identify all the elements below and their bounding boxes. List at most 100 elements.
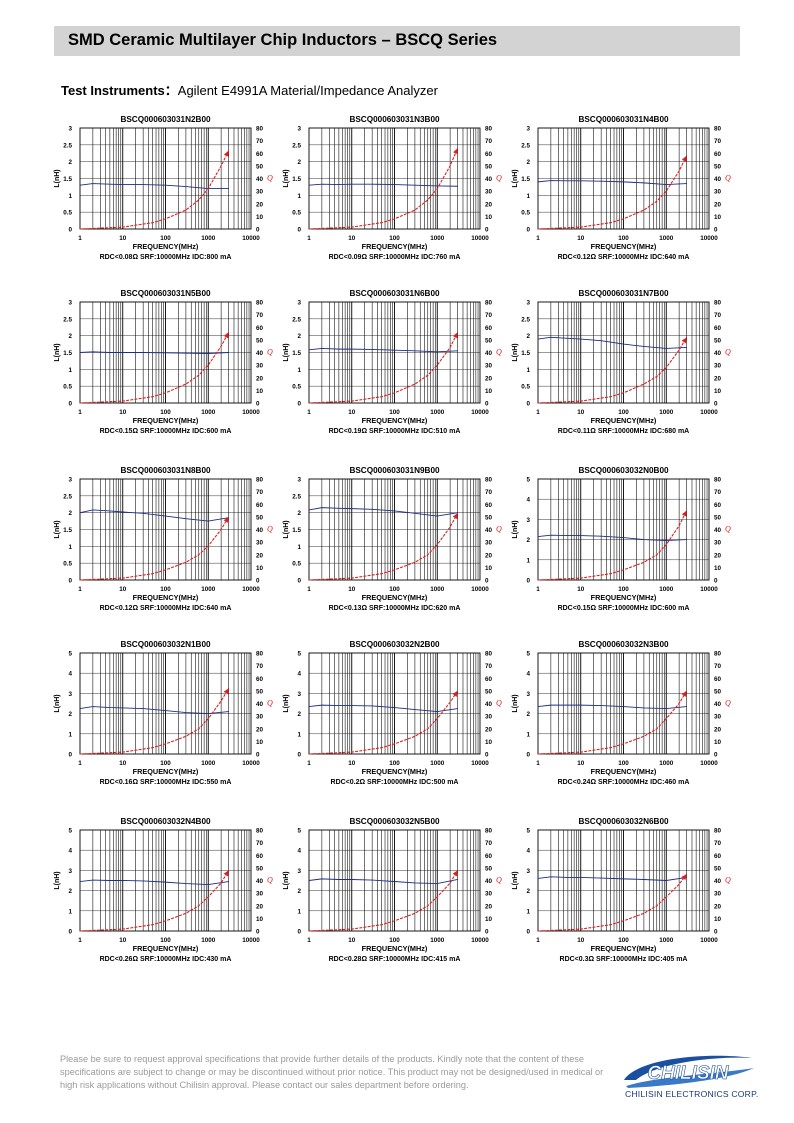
y2-tick-label: 80 xyxy=(485,300,493,307)
y2-tick-label: 10 xyxy=(714,916,722,923)
y-tick-label: 3 xyxy=(297,868,301,875)
y2-tick-label: 80 xyxy=(485,651,493,658)
y2-tick-label: 80 xyxy=(256,828,264,835)
y-tick-label: 2 xyxy=(297,510,301,517)
x-tick-label: 10 xyxy=(119,409,127,416)
chart-spec-note: RDC<0.09Ω SRF:10000MHz IDC:760 mA xyxy=(329,254,461,261)
plot-frame xyxy=(537,127,710,230)
y2-tick-label: 0 xyxy=(714,227,718,234)
y2-tick-label: 60 xyxy=(485,151,493,158)
y2-tick-label: 30 xyxy=(256,540,264,547)
y2-tick-label: 30 xyxy=(485,189,493,196)
y2-axis-label: Q xyxy=(725,699,731,708)
y2-tick-label: 70 xyxy=(256,840,264,847)
x-tick-label: 1 xyxy=(307,586,311,593)
test-instruments-value: Agilent E4991A Material/Impedance Analyz… xyxy=(177,83,438,98)
y-axis-label: L(nH) xyxy=(54,871,61,889)
y2-axis-label: Q xyxy=(267,174,273,183)
y2-tick-label: 60 xyxy=(485,676,493,683)
y2-tick-label: 70 xyxy=(256,663,264,670)
y2-tick-label: 20 xyxy=(256,903,264,910)
q-curve-arrow-icon xyxy=(681,510,687,517)
y-tick-label: 1 xyxy=(297,367,301,374)
y2-tick-label: 60 xyxy=(714,502,722,509)
y-axis-label: L(nH) xyxy=(283,871,290,889)
chart-gridlines xyxy=(538,479,709,580)
inductance-curve xyxy=(79,509,229,522)
y-tick-label: 1 xyxy=(297,193,301,200)
q-factor-curve xyxy=(308,690,459,755)
y2-tick-label: 20 xyxy=(714,201,722,208)
y2-tick-label: 10 xyxy=(256,214,264,221)
x-tick-label: 10 xyxy=(119,586,127,593)
x-tick-label: 1000 xyxy=(430,235,445,242)
y-tick-label: 1 xyxy=(68,731,72,738)
y-tick-label: 0 xyxy=(68,578,72,585)
x-tick-label: 1000 xyxy=(430,586,445,593)
y2-tick-label: 80 xyxy=(485,126,493,133)
y2-tick-label: 60 xyxy=(256,502,264,509)
plot-frame xyxy=(537,652,710,755)
plot-frame xyxy=(79,478,252,581)
y-tick-label: 4 xyxy=(526,848,530,855)
y-tick-label: 0.5 xyxy=(292,210,301,217)
y2-tick-label: 10 xyxy=(714,739,722,746)
inductance-curve xyxy=(537,336,687,349)
y-tick-label: 1.5 xyxy=(63,176,72,183)
x-tick-label: 10000 xyxy=(700,235,718,242)
chart-title: BSCQ000603032N6B00 xyxy=(578,817,669,826)
y-tick-label: 2.5 xyxy=(521,142,530,149)
y-tick-label: 0 xyxy=(297,578,301,585)
y2-tick-label: 40 xyxy=(714,350,722,357)
y-tick-label: 0.5 xyxy=(292,561,301,568)
chart-spec-note: RDC<0.24Ω SRF:10000MHz IDC:460 mA xyxy=(558,779,690,786)
y-tick-label: 3 xyxy=(68,691,72,698)
y2-tick-label: 20 xyxy=(256,726,264,733)
y2-tick-label: 80 xyxy=(256,300,264,307)
q-factor-curve xyxy=(79,332,230,404)
y2-tick-label: 10 xyxy=(714,214,722,221)
chart-title: BSCQ000603032N1B00 xyxy=(120,640,211,649)
y2-tick-label: 70 xyxy=(256,312,264,319)
chart-gridlines xyxy=(309,302,480,403)
x-tick-label: 10 xyxy=(577,760,585,767)
y-tick-label: 3 xyxy=(68,868,72,875)
y2-tick-label: 70 xyxy=(485,312,493,319)
y2-axis-label: Q xyxy=(496,876,502,885)
x-tick-label: 10000 xyxy=(700,937,718,944)
y-tick-label: 2 xyxy=(297,711,301,718)
y-tick-label: 0 xyxy=(297,752,301,759)
x-axis-label: FREQUENCY(MHz) xyxy=(591,242,657,251)
company-name: CHILISIN ELECTRONICS CORP. xyxy=(625,1089,759,1099)
y-tick-label: 2.5 xyxy=(521,316,530,323)
chart-title: BSCQ000603031N6B00 xyxy=(349,289,440,298)
y-tick-label: 1 xyxy=(68,193,72,200)
y-axis-label: L(nH) xyxy=(512,871,519,889)
y-tick-label: 0 xyxy=(526,227,530,234)
chart-title: BSCQ000603031N7B00 xyxy=(578,289,669,298)
y2-tick-label: 0 xyxy=(256,401,260,408)
chart-gridlines xyxy=(309,653,480,754)
y-tick-label: 2 xyxy=(68,888,72,895)
chart-gridlines xyxy=(80,479,251,580)
y-tick-label: 0.5 xyxy=(292,384,301,391)
y2-tick-label: 30 xyxy=(485,891,493,898)
q-factor-curve xyxy=(308,147,459,230)
chart-title: BSCQ000603032N4B00 xyxy=(120,817,211,826)
plot-frame xyxy=(537,829,710,932)
x-tick-label: 10 xyxy=(348,937,356,944)
y-axis-label: L(nH) xyxy=(283,169,290,187)
x-tick-label: 100 xyxy=(160,586,171,593)
y-tick-label: 1 xyxy=(526,908,530,915)
y-tick-label: 3 xyxy=(297,477,301,484)
y2-tick-label: 10 xyxy=(714,565,722,572)
y2-tick-label: 40 xyxy=(485,176,493,183)
chart-spec-note: RDC<0.12Ω SRF:10000MHz IDC:640 mA xyxy=(100,605,232,612)
y-tick-label: 1.5 xyxy=(292,350,301,357)
y2-tick-label: 60 xyxy=(485,853,493,860)
x-tick-label: 10 xyxy=(577,586,585,593)
q-factor-curve xyxy=(79,516,230,581)
y2-tick-label: 50 xyxy=(714,688,722,695)
x-tick-label: 10 xyxy=(577,409,585,416)
x-tick-label: 100 xyxy=(389,409,400,416)
